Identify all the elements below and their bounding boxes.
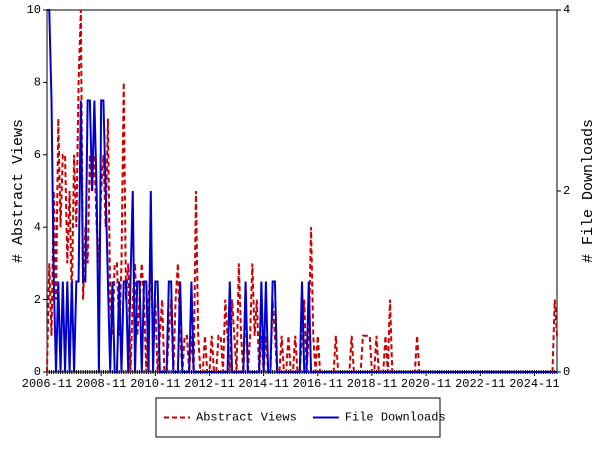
x-tick-label: 2014-11 [238,377,288,391]
y-tick-label: 2 [34,293,41,307]
series-line [47,9,557,373]
y2-tick-label: 4 [563,3,570,17]
x-tick-label: 2020-11 [401,377,451,391]
x-tick-label: 2018-11 [347,377,397,391]
legend-label: Abstract Views [196,411,297,425]
x-tick-label: 2024-11 [509,377,559,391]
series-line [46,9,558,373]
y-tick-label: 10 [27,3,41,17]
y-tick-label: 8 [34,76,41,90]
y-tick-label: 6 [34,148,41,162]
y-axis-title: # Abstract Views [10,119,27,263]
y-tick-label: 4 [34,220,41,234]
x-tick-label: 2022-11 [455,377,505,391]
y2-axis-title: # File Downloads [580,119,597,263]
y2-tick-label: 0 [563,365,570,379]
legend-label: File Downloads [345,411,446,425]
y-tick-label: 0 [34,365,41,379]
x-tick-label: 2012-11 [184,377,234,391]
x-tick-label: 2006-11 [22,377,72,391]
legend-box [155,397,441,438]
x-tick-label: 2010-11 [130,377,180,391]
y2-tick-label: 2 [563,184,570,198]
x-tick-label: 2016-11 [293,377,343,391]
x-tick-label: 2008-11 [76,377,126,391]
